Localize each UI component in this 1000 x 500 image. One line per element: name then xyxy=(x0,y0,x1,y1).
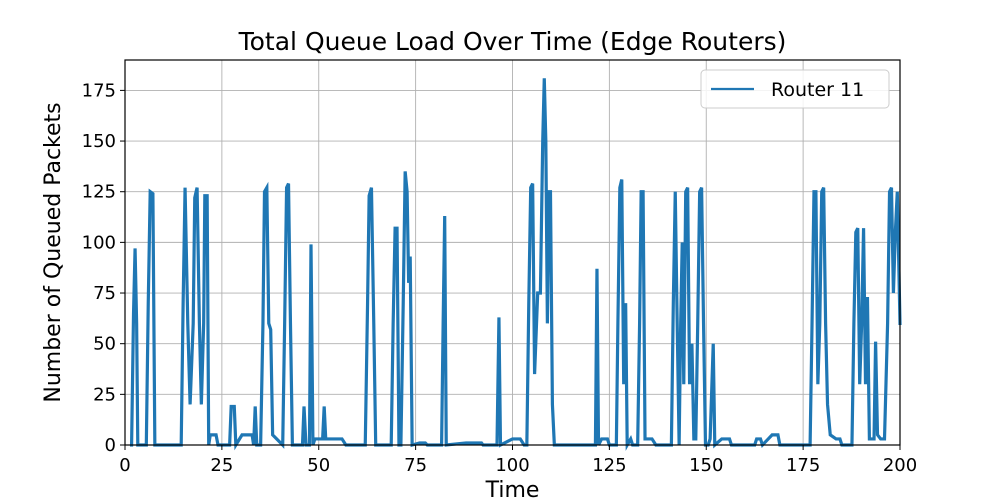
series-line-router-11 xyxy=(129,78,902,451)
x-axis-title: Time xyxy=(485,478,540,500)
legend: Router 11 xyxy=(700,69,890,109)
x-tick-label-1: 25 xyxy=(210,455,233,476)
y-tick-label-5: 125 xyxy=(82,182,116,203)
x-tick-label-2: 50 xyxy=(307,455,330,476)
x-tick-label-0: 0 xyxy=(119,455,130,476)
axis-ticks: 0 25 50 75 100 125 150 175 200 0 25 50 75 100 125 150 17… xyxy=(82,80,918,476)
y-tick-label-3: 75 xyxy=(93,283,116,304)
x-tick-label-5: 125 xyxy=(592,455,626,476)
x-tick-label-6: 150 xyxy=(689,455,723,476)
y-tick-label-6: 150 xyxy=(82,131,116,152)
x-tick-label-4: 100 xyxy=(495,455,529,476)
y-tick-label-7: 175 xyxy=(82,80,116,101)
y-tick-label-1: 25 xyxy=(93,384,116,405)
legend-label-router-11: Router 11 xyxy=(771,79,864,101)
legend-box xyxy=(700,69,890,109)
y-axis-title: Number of Queued Packets xyxy=(41,102,66,402)
series-layer xyxy=(129,78,902,451)
x-tick-label-3: 75 xyxy=(404,455,427,476)
x-tick-label-7: 175 xyxy=(786,455,820,476)
y-tick-label-0: 0 xyxy=(105,435,116,456)
x-tick-label-8: 200 xyxy=(883,455,917,476)
y-tick-label-2: 50 xyxy=(93,334,116,355)
chart-title: Total Queue Load Over Time (Edge Routers… xyxy=(238,27,787,56)
y-tick-label-4: 100 xyxy=(82,232,116,253)
